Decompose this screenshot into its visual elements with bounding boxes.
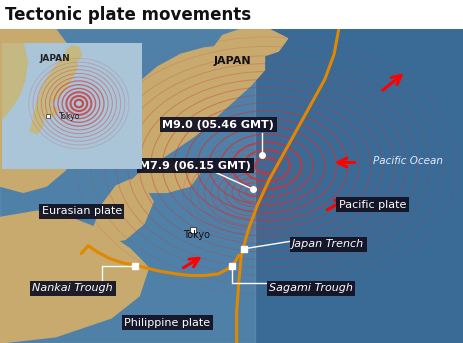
Text: Sagami Trough: Sagami Trough	[269, 283, 352, 293]
Text: M7.9 (06.15 GMT): M7.9 (06.15 GMT)	[139, 161, 250, 171]
Polygon shape	[125, 164, 199, 192]
Polygon shape	[0, 29, 93, 192]
Text: Pacific Ocean: Pacific Ocean	[373, 156, 442, 166]
Text: Tokyo: Tokyo	[183, 230, 210, 240]
Polygon shape	[30, 111, 44, 134]
Text: Eurasian plate: Eurasian plate	[42, 206, 122, 216]
Polygon shape	[2, 43, 27, 119]
Polygon shape	[33, 56, 77, 119]
Polygon shape	[0, 211, 148, 343]
Text: JAPAN: JAPAN	[40, 54, 70, 63]
Polygon shape	[213, 29, 287, 57]
Bar	[0, 29, 255, 343]
Text: M9.0 (05.46 GMT): M9.0 (05.46 GMT)	[162, 120, 274, 130]
Text: Tokyo: Tokyo	[59, 111, 81, 121]
Polygon shape	[63, 46, 81, 61]
Text: JAPAN: JAPAN	[213, 56, 250, 66]
Polygon shape	[93, 249, 111, 261]
Text: Philippine plate: Philippine plate	[124, 318, 210, 328]
Polygon shape	[106, 45, 264, 167]
Text: Nankai Trough: Nankai Trough	[32, 283, 113, 293]
Text: Japan Trench: Japan Trench	[292, 239, 363, 249]
Text: Tectonic plate movements: Tectonic plate movements	[5, 5, 250, 24]
Polygon shape	[40, 106, 58, 117]
Text: Pacific plate: Pacific plate	[338, 200, 405, 210]
Polygon shape	[93, 180, 153, 243]
